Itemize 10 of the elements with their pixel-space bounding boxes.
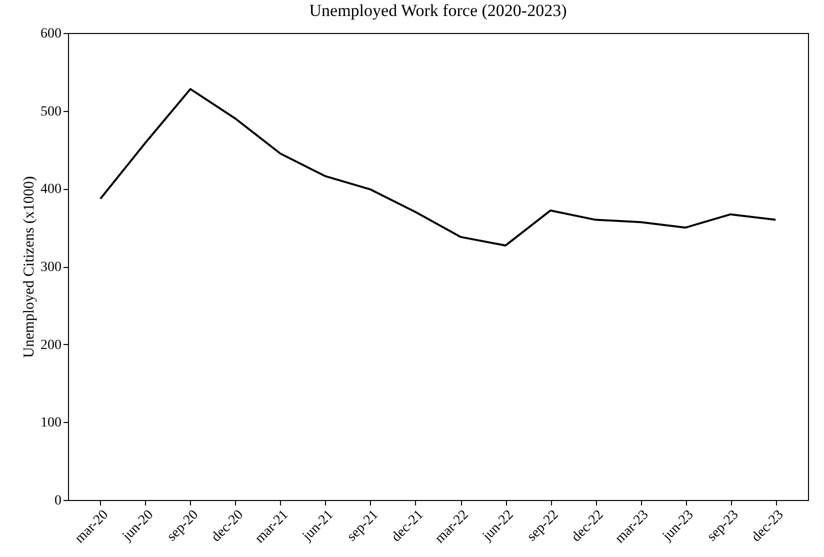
y-axis-title: Unemployed Citizens (x1000) <box>22 176 38 358</box>
y-tick-label: 600 <box>40 26 62 42</box>
y-tick-label: 200 <box>40 338 62 353</box>
line-series <box>99 88 777 246</box>
y-tick-label: 500 <box>40 104 62 120</box>
y-tick-label: 0 <box>54 494 62 508</box>
y-tick-label: 100 <box>40 416 62 431</box>
chart-title: Unemployed Work force (2020-2023) <box>309 1 567 20</box>
y-tick-label: 400 <box>40 182 62 198</box>
y-tick-label: 300 <box>40 260 62 275</box>
